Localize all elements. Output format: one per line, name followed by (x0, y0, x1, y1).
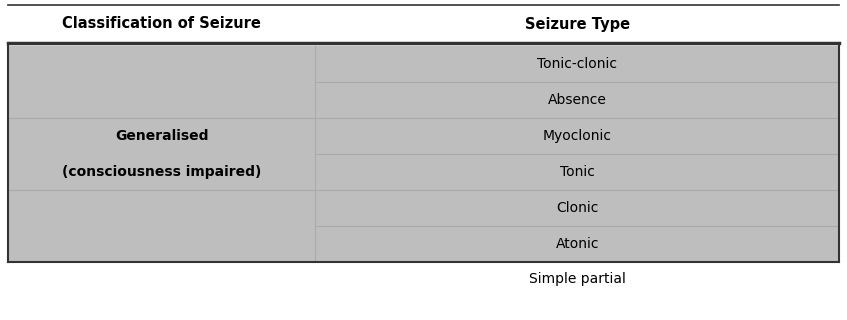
Text: Seizure Type: Seizure Type (524, 17, 630, 31)
Text: Myoclonic: Myoclonic (543, 129, 612, 143)
Text: Tonic: Tonic (560, 165, 595, 179)
Text: Classification of Seizure: Classification of Seizure (63, 17, 261, 31)
Text: (consciousness impaired): (consciousness impaired) (62, 165, 262, 179)
Text: Tonic-clonic: Tonic-clonic (537, 57, 617, 71)
Text: Absence: Absence (548, 93, 606, 107)
Text: Atonic: Atonic (556, 237, 599, 251)
Text: Clonic: Clonic (556, 201, 599, 215)
Text: Simple partial: Simple partial (529, 272, 626, 286)
Bar (8, 46, 839, 262)
Text: Generalised: Generalised (115, 129, 208, 143)
